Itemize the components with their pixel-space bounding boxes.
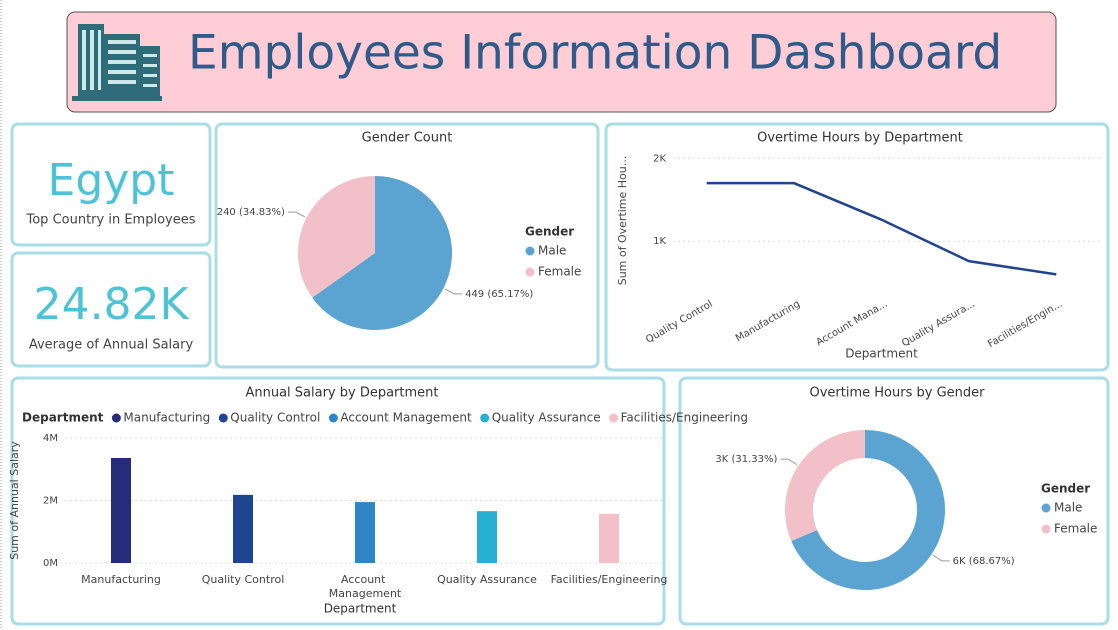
legend-title: Department [22,411,104,425]
legend-label: Quality Assurance [492,411,601,425]
donut-slice [785,430,865,541]
legend-swatch [525,246,535,256]
data-label: 449 (65.17%) [465,289,533,300]
y-tick-label: 4M [43,433,58,444]
y-tick-label: 1K [653,236,666,247]
legend-label: Quality Control [230,411,320,425]
x-axis-label: Department [324,602,397,616]
legend-label: Male [538,244,566,258]
x-tick-label: Quality Control [202,573,285,586]
x-tick-label: Facilities/Engineering [551,573,668,586]
legend-swatch [480,413,490,423]
legend-label: Male [1054,501,1082,515]
header-box [66,11,1057,113]
line-series [706,181,1057,276]
y-tick-label: 2K [653,153,666,164]
building-icon [72,24,162,101]
chart-title: Overtime Hours by Gender [810,386,986,401]
pie-slice [298,176,375,298]
legend-swatch [218,413,228,423]
legend-swatch [1041,524,1051,534]
bar [477,511,497,563]
legend-label: Female [1054,522,1097,536]
card [10,251,212,368]
x-tick-label: Quality Assurance [437,573,537,586]
legend-swatch [609,413,619,423]
y-axis-label: Sum of Overtime Hou... [616,156,629,286]
legend-label: Female [538,265,581,279]
card-label: Top Country in Employees [26,213,196,228]
legend-swatch [525,267,535,277]
chart-title: Overtime Hours by Department [757,131,963,146]
x-tick-label: Manufacturing [81,573,161,586]
card-value: 24.82K [34,279,190,330]
legend-label: Account Management [340,411,472,425]
bar [233,494,253,563]
bar [111,458,131,563]
x-axis-label: Department [845,347,918,361]
y-tick-label: 2M [43,496,58,507]
data-label: 240 (34.83%) [217,207,285,218]
chart-title: Annual Salary by Department [245,386,438,401]
leader-line [444,288,463,295]
bar [355,502,375,563]
data-label: 3K (31.33%) [715,454,777,465]
card [10,122,212,247]
leader-line [287,211,306,218]
leader-line [780,458,797,466]
donut-slice [791,430,945,591]
card-label: Average of Annual Salary [29,338,194,353]
card-value: Egypt [48,155,175,206]
data-label: 6K (68.67%) [953,556,1015,567]
leader-line [933,554,950,562]
pie-slice [312,176,452,331]
legend-label: Facilities/Engineering [621,411,748,425]
y-tick-label: 0M [43,558,58,569]
legend-title: Gender [525,225,574,239]
bar [599,513,619,563]
panel [678,376,1110,626]
legend-label: Manufacturing [123,411,210,425]
panel [604,122,1110,372]
page-title: Employees Information Dashboard [188,26,1002,81]
legend-title: Gender [1041,482,1090,496]
legend-swatch [1041,503,1051,513]
y-axis-label: Sum of Annual Salary [8,441,21,560]
legend-swatch [328,413,338,423]
chart-title: Gender Count [362,131,453,146]
legend-swatch [111,413,121,423]
x-tick-label: Account Management [329,573,402,600]
